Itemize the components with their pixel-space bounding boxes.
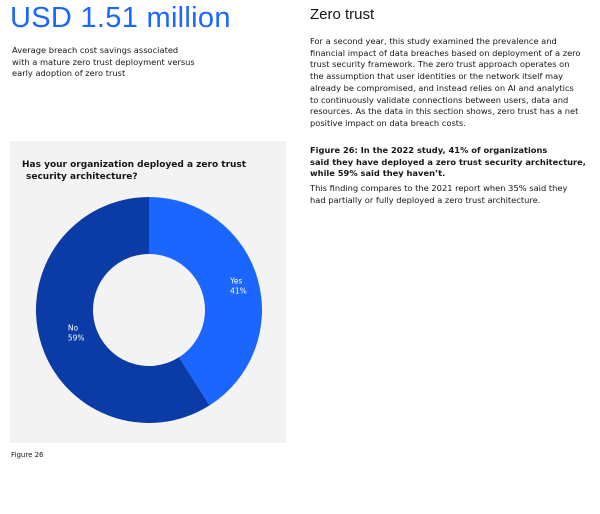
- subheadline: Average breach cost savings associated wi…: [12, 45, 195, 80]
- text-line: This finding compares to the 2021 report…: [310, 183, 568, 193]
- text-line: For a second year, this study examined t…: [310, 36, 557, 46]
- slice-label: No: [68, 324, 79, 333]
- text-line: with a mature zero trust deployment vers…: [12, 56, 195, 67]
- headline: USD 1.51 million: [10, 2, 231, 34]
- chart-title: security architecture?: [26, 172, 138, 182]
- value-label: 41%: [230, 286, 247, 295]
- figure-label: Figure 26: [11, 451, 44, 459]
- text-line: said they have deployed a zero trust sec…: [310, 156, 586, 167]
- chart-panel: Has your organization deployed a zero tr…: [10, 141, 286, 443]
- text-line: Figure 26: In the 2022 study, 41% of org…: [310, 145, 548, 155]
- chart-title: Has your organization deployed a zero tr…: [22, 160, 247, 170]
- text-line: Average breach cost savings associated: [12, 45, 179, 55]
- chart: Has your organization deployed a zero tr…: [22, 160, 262, 423]
- text-line: resources. As the data in this section s…: [310, 106, 579, 117]
- figure-caption: Figure 26: In the 2022 study, 41% of org…: [310, 145, 586, 180]
- text-line: early adoption of zero trust: [12, 68, 126, 78]
- value-label: 59%: [68, 334, 85, 343]
- section-title: Zero trust: [310, 6, 375, 23]
- slice: [149, 197, 262, 406]
- section-body: For a second year, this study examined t…: [310, 36, 580, 130]
- text-line: already be compromised, and instead reli…: [310, 82, 574, 93]
- text-line: trust security framework. The zero trust…: [310, 59, 570, 70]
- text-line: had partially or fully deployed a zero t…: [310, 194, 541, 205]
- finding: This finding compares to the 2021 report…: [310, 183, 567, 206]
- slice-label: Yes: [229, 276, 242, 285]
- text-line: to continuously validate connections bet…: [310, 94, 569, 105]
- slice: [35, 197, 210, 423]
- text-line: while 59% said they haven’t.: [310, 168, 446, 179]
- text-line: the assumption that user identities or t…: [310, 71, 564, 82]
- text-line: financial impact of data breaches based …: [310, 47, 581, 58]
- text-line: positive impact on data breach costs.: [310, 117, 466, 128]
